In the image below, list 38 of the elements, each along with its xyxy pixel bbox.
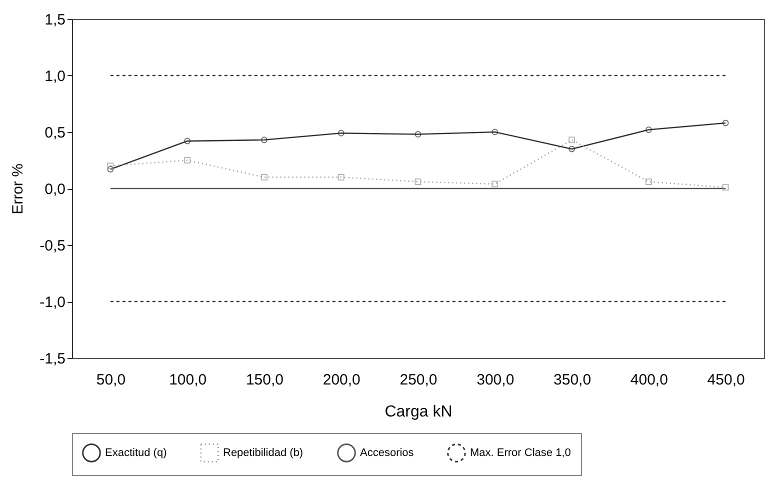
x-tick-label: 350,0: [554, 372, 592, 388]
x-axis-title: Carga kN: [384, 404, 452, 420]
y-tick-label: 1,0: [44, 68, 66, 85]
x-tick-label: 100,0: [169, 372, 207, 388]
point: [107, 162, 114, 170]
y-tick-label: 1,5: [44, 12, 66, 28]
x-tick-label: 300,0: [476, 372, 514, 388]
point: [492, 128, 498, 136]
legend-label: Repetibilidad (b): [223, 446, 304, 459]
x-tick-label: 450,0: [707, 372, 745, 388]
y-tick-label: -1,0: [40, 294, 66, 311]
y-tick-label: -0,5: [40, 238, 66, 254]
legend-label: Exactitud (q): [105, 446, 167, 459]
legend-label: Accesorios: [360, 446, 414, 459]
point: [645, 126, 652, 133]
point: [645, 178, 652, 185]
x-tick-label: 400,0: [630, 372, 668, 388]
point: [338, 130, 344, 136]
legend-label: Max. Error Clase 1,0: [470, 446, 571, 459]
y-tick-label: 0,0: [44, 181, 66, 198]
point: [338, 174, 344, 180]
x-tick-label: 200,0: [322, 372, 360, 388]
y-tick-label: -1,5: [40, 350, 66, 368]
point: [184, 138, 191, 144]
point: [722, 184, 729, 191]
x-tick-label: 250,0: [400, 372, 438, 388]
point: [184, 157, 191, 164]
x-tick-label: 50,0: [96, 372, 126, 388]
point: [414, 131, 422, 138]
point: [260, 136, 268, 144]
point: [414, 178, 422, 185]
x-tick-label: 150,0: [246, 372, 284, 388]
point: [260, 174, 268, 180]
point: [492, 180, 498, 188]
point: [568, 136, 576, 144]
y-axis-title: Error %: [10, 164, 27, 214]
point: [568, 146, 576, 152]
y-tick-label: 0,5: [44, 124, 66, 142]
